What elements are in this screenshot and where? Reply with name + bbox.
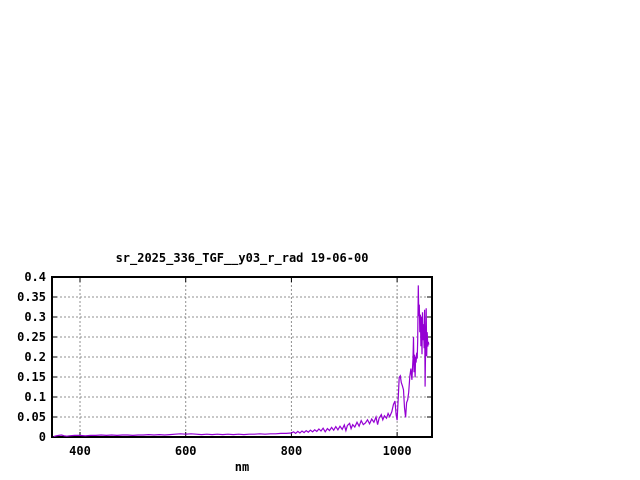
x-axis-tick-label: 800 (280, 444, 303, 458)
data-line (53, 285, 430, 438)
x-axis-tick-label: 400 (69, 444, 91, 458)
y-axis-tick-label: 0.15 (17, 370, 46, 384)
y-axis-tick-label: 0.3 (24, 310, 46, 324)
x-axis-tick-label: 1000 (382, 444, 412, 458)
y-axis-tick-label: 0.4 (24, 270, 46, 284)
y-axis-tick-label: 0.35 (17, 290, 46, 304)
x-axis-tick-label: 600 (174, 444, 197, 458)
y-axis-tick-label: 0.1 (24, 390, 46, 404)
y-axis-tick-label: 0.2 (24, 350, 46, 364)
y-axis-tick-label: 0 (38, 430, 46, 444)
y-axis-tick-label: 0.05 (17, 410, 46, 424)
chart-title: sr_2025_336_TGF__y03_r_rad 19-06-00 (115, 251, 369, 265)
y-axis-tick-label: 0.25 (17, 330, 46, 344)
x-axis-label: nm (234, 460, 250, 474)
